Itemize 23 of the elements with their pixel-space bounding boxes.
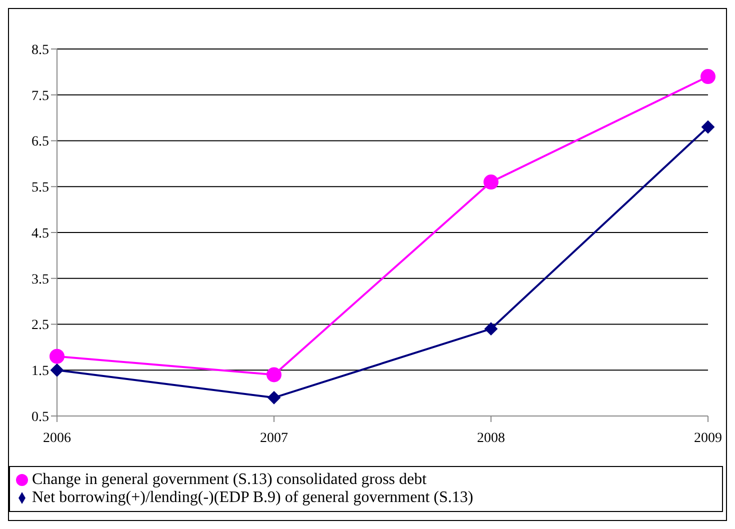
- y-tick-label: 4.5: [32, 226, 49, 242]
- y-tick-label: 0.5: [32, 410, 49, 425]
- y-tick-label: 7.5: [32, 88, 49, 104]
- x-tick-label: 2008: [477, 430, 505, 446]
- point: [702, 120, 714, 134]
- point: [268, 391, 280, 404]
- y-tick-label: 8.5: [32, 42, 49, 58]
- x-tick-label: 2007: [260, 430, 288, 446]
- legend-label: Net borrowing(+)/lending(-)(EDP B.9) of general government (S.13): [32, 489, 474, 506]
- y-tick-label: 3.5: [32, 272, 49, 288]
- point: [50, 364, 64, 377]
- y-tick-label: 1.5: [32, 364, 49, 380]
- y-tick-label: 5.5: [32, 180, 49, 196]
- x-tick-label: 2009: [694, 430, 722, 446]
- y-tick-label: 6.5: [32, 134, 49, 150]
- y-tick-label: 2.5: [32, 318, 49, 334]
- point: [484, 322, 498, 336]
- point: [266, 367, 282, 382]
- point: [484, 174, 498, 190]
- x-tick-label: 2006: [43, 430, 71, 446]
- point: [700, 69, 716, 84]
- legend-label: Change in general government (S.13) consolidated gross debt: [32, 471, 427, 488]
- point: [50, 348, 64, 364]
